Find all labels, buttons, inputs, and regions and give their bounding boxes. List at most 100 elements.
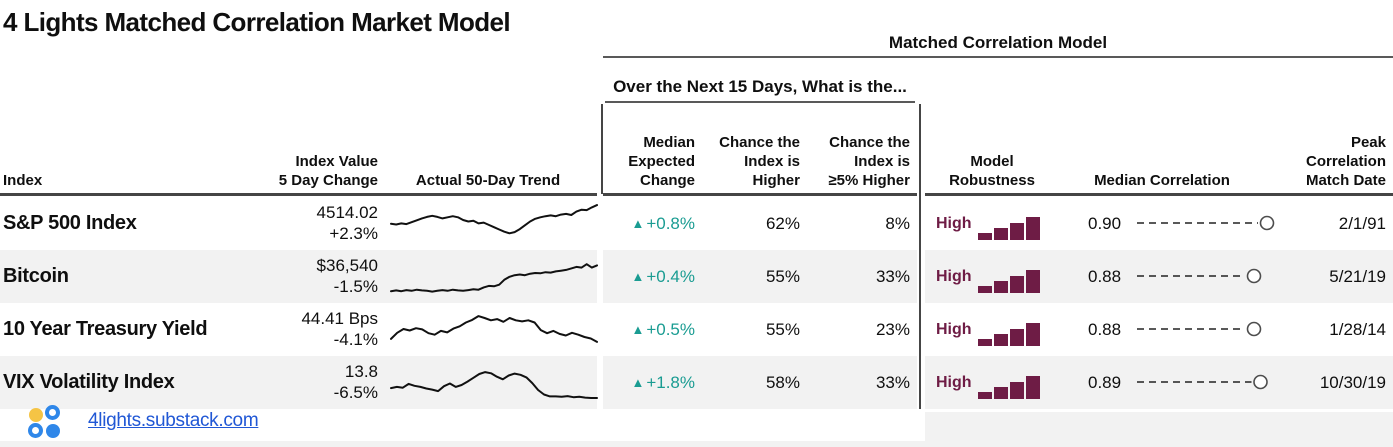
vertical-separator	[919, 104, 921, 409]
trend-sparkline-chart	[388, 200, 600, 247]
substack-link[interactable]: 4lights.substack.com	[88, 410, 259, 431]
four-lights-logo	[27, 405, 63, 439]
logo-circle-ring-top	[45, 405, 60, 420]
bottom-stripe	[0, 441, 1393, 447]
five-day-change: -4.1%	[333, 330, 378, 349]
median-expected-change-value: +0.4%	[646, 267, 695, 286]
peak-match-date: 10/30/19	[1319, 373, 1386, 392]
logo-circle-ring-bottom	[28, 423, 43, 438]
column-header-chance-higher: Chance the Index is Higher	[719, 134, 800, 189]
median-expected-change-value: +0.5%	[646, 320, 695, 339]
column-header-index-value: Index Value 5 Day Change	[278, 153, 378, 189]
row-stripe	[925, 250, 1393, 303]
robustness-label: High	[936, 267, 972, 285]
header-underline	[925, 193, 1393, 196]
header-underline	[0, 193, 597, 196]
five-day-change: -6.5%	[333, 383, 378, 402]
correlation-dot-plot	[1136, 372, 1286, 392]
median-correlation-value: 0.90	[1088, 214, 1122, 233]
section-header-rule	[603, 56, 1393, 58]
model-robustness-cell: High	[936, 250, 1042, 303]
robustness-bars-chart	[977, 268, 1042, 293]
row-stripe	[925, 356, 1393, 409]
trend-sparkline-chart	[388, 359, 600, 406]
peak-match-date: 5/21/19	[1329, 267, 1386, 286]
median-correlation-value: 0.89	[1088, 373, 1122, 392]
model-robustness-cell: High	[936, 356, 1042, 409]
subsection-header-rule	[605, 101, 915, 103]
peak-match-date: 1/28/14	[1329, 320, 1386, 339]
chance-5pct-higher-value: 8%	[885, 214, 910, 233]
model-robustness-cell: High	[936, 197, 1042, 250]
table-row-sp500: S&P 500 Index 4514.02 +2.3% ▲ +0.8% 62% 8…	[0, 197, 1393, 250]
peak-match-date: 2/1/91	[1338, 214, 1386, 233]
median-expected-change: ▲ +0.8%	[598, 197, 695, 251]
median-expected-change-value: +0.8%	[646, 214, 695, 233]
chance-5pct-higher-value: 33%	[875, 373, 910, 392]
index-name: S&P 500 Index	[3, 212, 137, 234]
median-correlation-value: 0.88	[1088, 320, 1122, 339]
table-row-bitcoin: Bitcoin $36,540 -1.5% ▲ +0.4% 55% 33% Hig…	[0, 250, 1393, 303]
row-stripe	[603, 250, 917, 303]
column-header-model-robustness: Model Robustness	[949, 153, 1035, 189]
up-triangle-icon: ▲	[631, 216, 645, 231]
index-value: $36,540	[316, 256, 378, 275]
median-expected-change: ▲ +0.5%	[598, 303, 695, 357]
chance-5pct-higher-value: 33%	[875, 267, 910, 286]
row-stripe	[0, 356, 597, 409]
correlation-dot-plot	[1136, 213, 1286, 233]
index-name: Bitcoin	[3, 265, 69, 287]
index-value: 4514.02	[316, 203, 378, 222]
index-value: 44.41 Bps	[301, 309, 378, 328]
index-value: 13.8	[344, 362, 378, 381]
five-day-change: +2.3%	[329, 224, 378, 243]
chance-5pct-higher-value: 23%	[875, 320, 910, 339]
index-value-cell: 4514.02 +2.3%	[240, 202, 378, 244]
subsection-header-next-15-days: Over the Next 15 Days, What is the...	[613, 77, 907, 96]
robustness-bars-chart	[977, 374, 1042, 399]
up-triangle-icon: ▲	[631, 375, 645, 390]
vertical-separator	[601, 104, 603, 194]
median-expected-change: ▲ +0.4%	[598, 250, 695, 304]
column-header-median-correlation: Median Correlation	[1094, 172, 1230, 189]
correlation-dot-plot	[1136, 266, 1286, 286]
column-header-index: Index	[3, 172, 43, 189]
chance-higher-value: 58%	[765, 373, 800, 392]
up-triangle-icon: ▲	[631, 269, 645, 284]
chance-higher-value: 62%	[765, 214, 800, 233]
logo-circle-blue	[46, 424, 60, 438]
five-day-change: -1.5%	[333, 277, 378, 296]
column-header-median-expected-change: Median Expected Change	[628, 134, 695, 189]
index-value-cell: $36,540 -1.5%	[240, 255, 378, 297]
robustness-label: High	[936, 373, 972, 391]
robustness-bars-chart	[977, 321, 1042, 346]
robustness-label: High	[936, 320, 972, 338]
table-row-treasury: 10 Year Treasury Yield 44.41 Bps -4.1% ▲…	[0, 303, 1393, 356]
column-header-chance-5pct-higher: Chance the Index is ≥5% Higher	[828, 134, 910, 189]
column-header-peak-correlation: Peak Correlation Match Date	[1305, 134, 1386, 189]
row-stripe	[603, 356, 917, 409]
median-expected-change-value: +1.8%	[646, 373, 695, 392]
header-underline	[603, 193, 917, 196]
index-value-cell: 44.41 Bps -4.1%	[240, 308, 378, 350]
page-title: 4 Lights Matched Correlation Market Mode…	[3, 7, 511, 37]
index-name: VIX Volatility Index	[3, 371, 175, 393]
median-expected-change: ▲ +1.8%	[598, 356, 695, 410]
correlation-dot-plot	[1136, 319, 1286, 339]
section-header-matched-correlation-model: Matched Correlation Model	[888, 33, 1108, 52]
chance-higher-value: 55%	[765, 320, 800, 339]
row-stripe	[0, 250, 597, 303]
model-robustness-cell: High	[936, 303, 1042, 356]
up-triangle-icon: ▲	[631, 322, 645, 337]
trend-sparkline-chart	[388, 253, 600, 300]
robustness-label: High	[936, 214, 972, 232]
index-value-cell: 13.8 -6.5%	[240, 361, 378, 403]
table-row-vix: VIX Volatility Index 13.8 -6.5% ▲ +1.8% 5…	[0, 356, 1393, 409]
trend-sparkline-chart	[388, 306, 600, 353]
index-name: 10 Year Treasury Yield	[3, 318, 208, 340]
robustness-bars-chart	[977, 215, 1042, 240]
logo-circle-yellow	[29, 408, 43, 422]
median-correlation-value: 0.88	[1088, 267, 1122, 286]
column-header-trend: Actual 50-Day Trend	[415, 172, 561, 189]
